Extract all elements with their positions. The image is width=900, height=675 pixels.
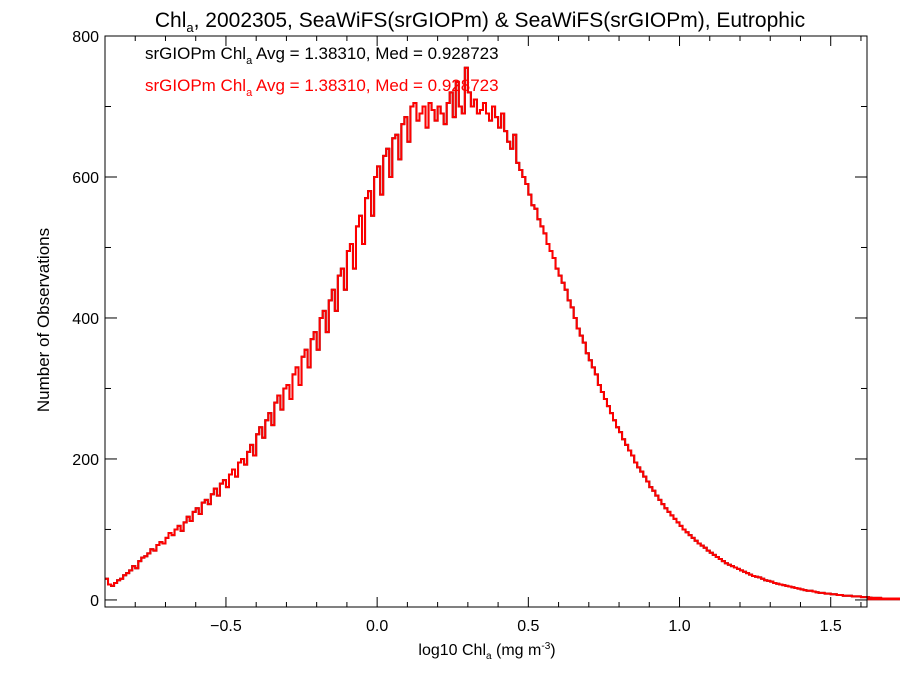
plot-frame <box>104 35 868 608</box>
y-tick-label: 0 <box>90 593 99 610</box>
x-tick-label: 1.0 <box>668 618 690 635</box>
y-tick-label: 800 <box>72 29 99 46</box>
x-tick-label: 0.0 <box>366 618 388 635</box>
x-tick-label: 1.5 <box>820 618 842 635</box>
y-tick-label: 400 <box>72 311 99 328</box>
y-axis-label: Number of Observations <box>34 228 53 412</box>
histogram-series-1 <box>105 66 900 601</box>
chart-title: Chla, 2002305, SeaWiFS(srGIOPm) & SeaWiF… <box>155 9 805 35</box>
y-axis-ticks: 0 200 400 600 800 <box>72 29 867 610</box>
annotation-series-red: srGIOPm Chla Avg = 1.38310, Med = 0.9287… <box>145 76 499 99</box>
y-tick-label: 600 <box>72 170 99 187</box>
x-axis-label: log10 Chla (mg m-3) <box>418 641 555 662</box>
plot-area <box>105 66 900 601</box>
x-tick-label: −0.5 <box>210 618 242 635</box>
annotation-series-black: srGIOPm Chla Avg = 1.38310, Med = 0.9287… <box>145 44 499 67</box>
x-axis-ticks: −0.5 0.0 0.5 1.0 1.5 <box>104 36 862 635</box>
histogram-series-2 <box>105 66 900 601</box>
y-tick-label: 200 <box>72 452 99 469</box>
x-tick-label: 0.5 <box>517 618 539 635</box>
